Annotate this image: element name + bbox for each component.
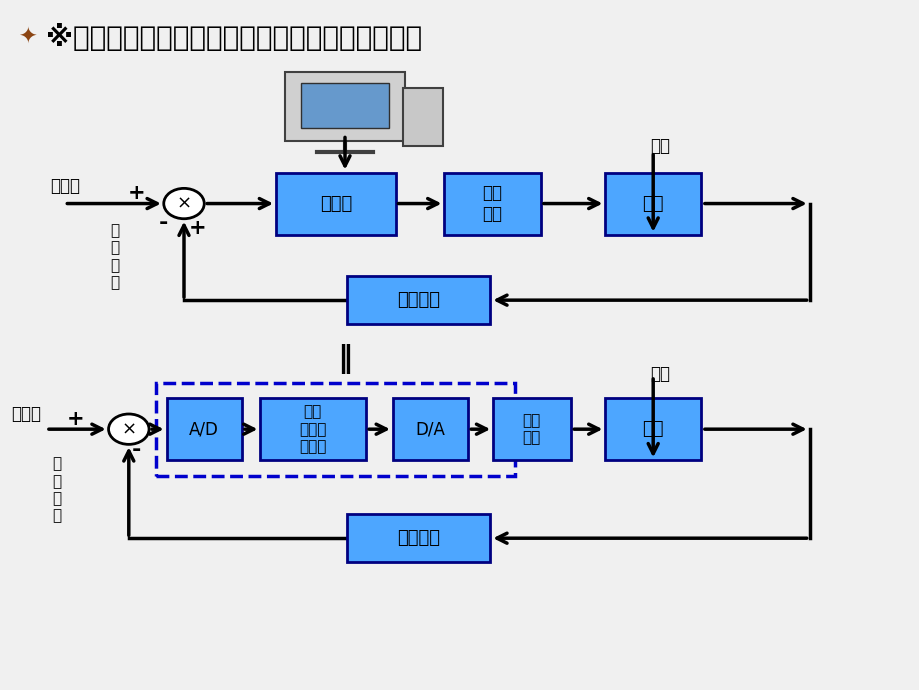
Text: 对象: 对象 bbox=[641, 195, 664, 213]
Text: 测量元件: 测量元件 bbox=[397, 529, 439, 547]
FancyBboxPatch shape bbox=[301, 83, 389, 128]
Text: A/D: A/D bbox=[189, 420, 219, 438]
Text: ✦: ✦ bbox=[18, 28, 37, 48]
Text: 测量元件: 测量元件 bbox=[397, 291, 439, 309]
Text: 给定值: 给定值 bbox=[51, 177, 81, 195]
Text: +: + bbox=[127, 184, 145, 203]
FancyBboxPatch shape bbox=[605, 172, 701, 235]
FancyBboxPatch shape bbox=[605, 398, 701, 460]
Text: 给定值: 给定值 bbox=[11, 405, 41, 423]
Text: ※计算机与自动控制结合产生数字计算机控制系统: ※计算机与自动控制结合产生数字计算机控制系统 bbox=[46, 24, 422, 52]
Text: 控制器: 控制器 bbox=[319, 195, 352, 213]
Circle shape bbox=[164, 188, 204, 219]
Text: 扰动: 扰动 bbox=[650, 365, 670, 383]
Text: ×: × bbox=[121, 420, 136, 438]
Text: 反
馈
信
号: 反 馈 信 号 bbox=[110, 223, 119, 290]
FancyBboxPatch shape bbox=[285, 72, 404, 141]
FancyBboxPatch shape bbox=[347, 276, 489, 324]
Text: ‖: ‖ bbox=[337, 344, 352, 374]
FancyBboxPatch shape bbox=[444, 172, 540, 235]
Text: -: - bbox=[131, 440, 141, 460]
Text: D/A: D/A bbox=[415, 420, 445, 438]
Circle shape bbox=[108, 414, 149, 444]
Text: +: + bbox=[188, 218, 207, 237]
Text: 反
馈
信
号: 反 馈 信 号 bbox=[52, 456, 62, 524]
Text: 对象: 对象 bbox=[641, 420, 664, 438]
FancyBboxPatch shape bbox=[392, 398, 468, 460]
Text: 扰动: 扰动 bbox=[650, 137, 670, 155]
Text: 执行
元件: 执行 元件 bbox=[522, 413, 540, 445]
Text: +: + bbox=[66, 409, 85, 428]
FancyBboxPatch shape bbox=[403, 88, 443, 146]
FancyBboxPatch shape bbox=[276, 172, 395, 235]
FancyBboxPatch shape bbox=[166, 398, 242, 460]
Text: 执行
元件: 执行 元件 bbox=[482, 184, 502, 223]
FancyBboxPatch shape bbox=[260, 398, 366, 460]
FancyBboxPatch shape bbox=[493, 398, 570, 460]
Text: 数字
计算机
控制器: 数字 计算机 控制器 bbox=[299, 404, 326, 454]
FancyBboxPatch shape bbox=[347, 514, 489, 562]
Text: -: - bbox=[159, 213, 168, 233]
Text: ×: × bbox=[176, 195, 191, 213]
